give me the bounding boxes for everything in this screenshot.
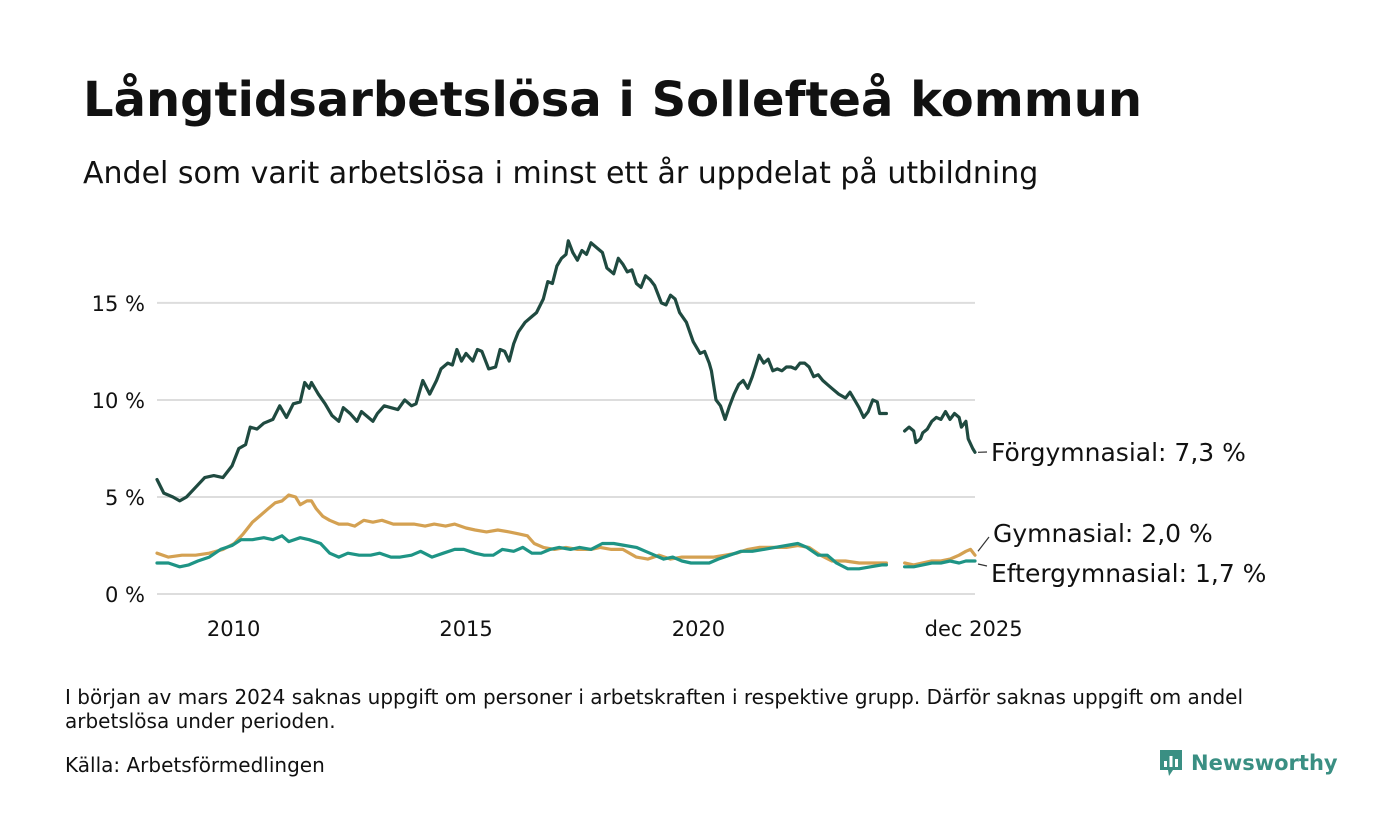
grid-lines bbox=[157, 301, 975, 595]
y-tick-label: 15 % bbox=[92, 292, 145, 316]
x-tick-label: 2020 bbox=[672, 617, 725, 641]
y-tick-label: 10 % bbox=[92, 389, 145, 413]
x-axis: 2010 2015 2020 dec 2025 bbox=[207, 617, 1023, 641]
brand-logo: Newsworthy bbox=[1158, 748, 1338, 778]
x-tick-label: 2015 bbox=[439, 617, 492, 641]
newsworthy-logo-icon bbox=[1160, 750, 1182, 776]
leader-line bbox=[977, 563, 988, 567]
x-tick-label: 2010 bbox=[207, 617, 260, 641]
leader-line bbox=[977, 536, 990, 552]
series-line-gymnasial bbox=[155, 493, 977, 567]
source-note: Källa: Arbetsförmedlingen bbox=[65, 753, 325, 777]
footnote: I början av mars 2024 saknas uppgift om … bbox=[65, 685, 1244, 733]
end-label-förgymnasial: Förgymnasial: 7,3 % bbox=[991, 438, 1246, 467]
y-tick-label: 5 % bbox=[105, 486, 145, 510]
series-lines bbox=[155, 239, 977, 571]
series-line-förgymnasial bbox=[155, 239, 977, 503]
chart-title: Långtidsarbetslösa i Sollefteå kommun bbox=[83, 72, 1143, 128]
brand-name: Newsworthy bbox=[1191, 751, 1338, 775]
y-axis: 0 % 5 % 10 % 15 % bbox=[92, 292, 145, 607]
end-label-gymnasial: Gymnasial: 2,0 % bbox=[993, 519, 1213, 548]
line-chart: 0 % 5 % 10 % 15 % 2010 2015 2020 dec 2025 Förg… bbox=[92, 239, 1266, 641]
x-tick-label: dec 2025 bbox=[925, 617, 1023, 641]
chart-subtitle: Andel som varit arbetslösa i minst ett å… bbox=[83, 156, 1039, 191]
end-label-eftergymnasial: Eftergymnasial: 1,7 % bbox=[991, 559, 1266, 588]
series-end-labels: Förgymnasial: 7,3 % Gymnasial: 2,0 % Efter… bbox=[977, 438, 1266, 588]
y-tick-label: 0 % bbox=[105, 583, 145, 607]
series-line-eftergymnasial bbox=[155, 534, 977, 571]
